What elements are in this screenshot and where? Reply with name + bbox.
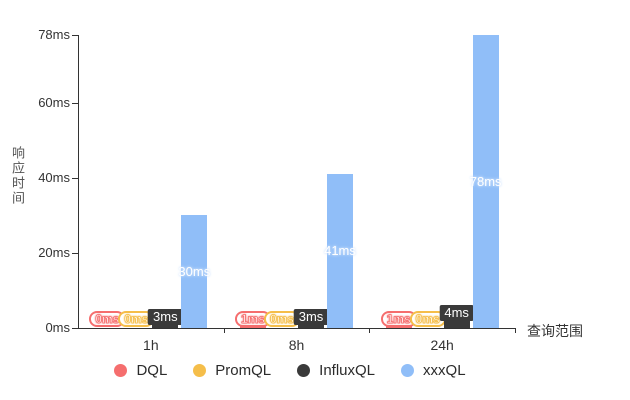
bar-xxxql-1h <box>181 215 208 328</box>
y-axis-title: 响应时间 <box>10 146 25 206</box>
y-tick-label: 0ms <box>45 320 70 335</box>
legend: DQL PromQL InfluxQL xxxQL <box>0 362 580 379</box>
bar-xxxql-24h <box>472 35 499 328</box>
y-axis-tick <box>72 328 78 329</box>
legend-label: DQL <box>136 362 168 379</box>
x-axis-tick <box>515 328 516 333</box>
bar-label: 0ms <box>89 311 126 327</box>
x-axis-tick <box>223 328 225 333</box>
bar-label: 0ms <box>409 311 446 327</box>
y-tick-label: 78ms <box>38 27 70 42</box>
bar-label: 3ms <box>148 308 183 325</box>
x-axis-line <box>78 328 516 329</box>
bar-label: 3ms <box>293 308 329 325</box>
y-axis-line <box>78 35 79 329</box>
bar-label: 1ms <box>234 311 272 327</box>
x-axis-title: 查询范围 <box>527 323 583 339</box>
x-category-label: 1h <box>143 337 159 353</box>
legend-item-xxxql[interactable]: xxxQL <box>401 362 466 379</box>
y-axis-tick <box>72 102 78 104</box>
legend-label: InfluxQL <box>319 362 376 379</box>
x-category-label: 24h <box>430 337 454 353</box>
legend-item-dql[interactable]: DQL <box>114 362 167 379</box>
y-tick-label: 60ms <box>38 94 70 110</box>
legend-swatch-icon <box>297 364 311 377</box>
bar-label: 0ms <box>263 311 301 327</box>
y-tick-label: 20ms <box>38 244 70 260</box>
legend-item-promql[interactable]: PromQL <box>193 362 271 379</box>
bar-xxxql-8h <box>327 173 353 328</box>
legend-label: xxxQL <box>423 362 466 379</box>
legend-swatch-icon <box>401 364 415 377</box>
legend-item-influxql[interactable]: InfluxQL <box>297 362 375 379</box>
bar-label: 41ms <box>324 242 356 258</box>
y-axis-tick <box>72 177 78 179</box>
bar-label: 78ms <box>469 173 502 189</box>
legend-label: PromQL <box>215 362 272 379</box>
bar-label: 0ms <box>118 311 155 327</box>
x-category-label: 8h <box>288 337 305 353</box>
bar-label: 4ms <box>439 304 474 321</box>
y-axis-tick <box>72 252 78 254</box>
x-axis-tick <box>369 328 371 333</box>
y-axis-tick <box>72 35 78 36</box>
legend-swatch-icon <box>193 364 207 377</box>
bar-label: 30ms <box>178 263 211 279</box>
y-tick-label: 40ms <box>38 169 70 185</box>
legend-swatch-icon <box>114 364 128 377</box>
